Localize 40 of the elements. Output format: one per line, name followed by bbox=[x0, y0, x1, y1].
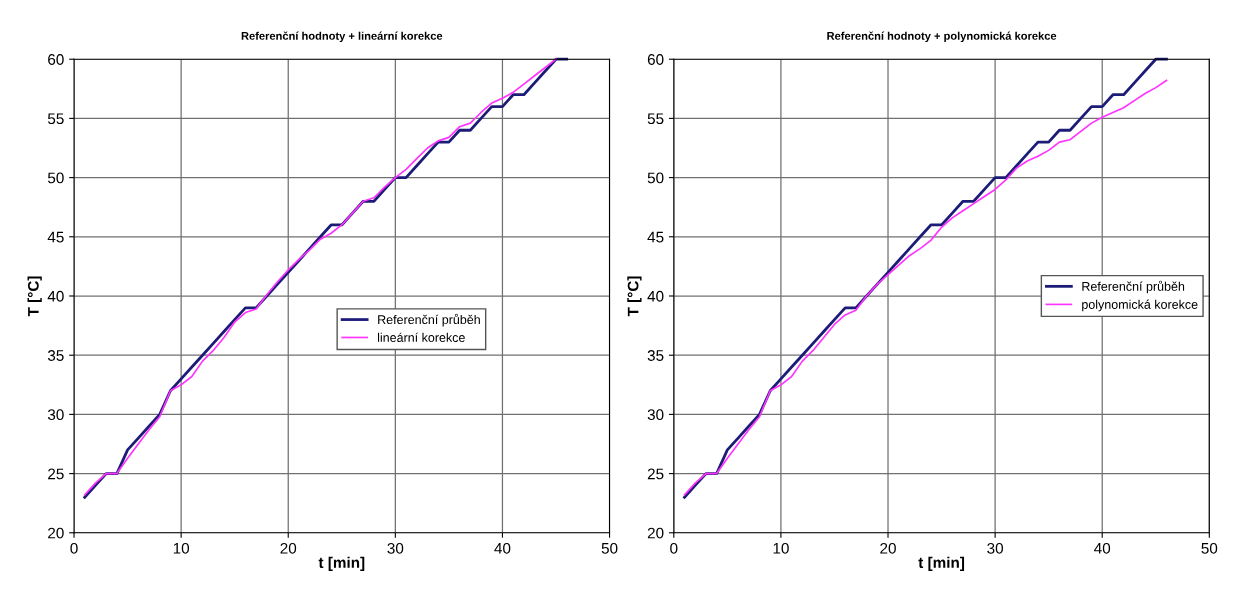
x-tick-label: 40 bbox=[494, 542, 511, 554]
y-tick-label: 25 bbox=[647, 468, 664, 480]
y-tick-label: 30 bbox=[47, 409, 64, 421]
y-tick-label: 60 bbox=[647, 54, 664, 65]
y-tick-label: 35 bbox=[647, 350, 664, 361]
y-tick-label: 60 bbox=[48, 54, 64, 65]
legend-label: Referenční průběh bbox=[1082, 280, 1185, 294]
y-tick-label: 30 bbox=[647, 409, 664, 421]
y-tick-label: 40 bbox=[47, 290, 64, 302]
x-tick-label: 50 bbox=[601, 542, 618, 554]
y-tick-label: 35 bbox=[47, 350, 64, 361]
x-tick-label: 30 bbox=[987, 542, 1004, 554]
y-tick-label: 45 bbox=[47, 231, 64, 243]
x-tick-label: 40 bbox=[1094, 542, 1111, 554]
chart-title: Referenční hodnoty + polynomická korekce bbox=[827, 31, 1057, 43]
legend-label: lineární korekce bbox=[377, 332, 465, 342]
x-tick-label: 10 bbox=[773, 542, 789, 554]
y-tick-label: 20 bbox=[647, 527, 664, 539]
x-axis-title: t [min] bbox=[918, 556, 965, 572]
x-tick-label: 20 bbox=[880, 542, 896, 554]
y-tick-label: 45 bbox=[647, 231, 664, 243]
legend-label: polynomická korekce bbox=[1082, 299, 1198, 312]
y-tick-label: 55 bbox=[47, 113, 64, 125]
x-tick-label: 0 bbox=[670, 542, 678, 554]
y-tick-label: 20 bbox=[48, 527, 64, 539]
legend-label: Referenční průběh bbox=[378, 313, 480, 327]
y-axis-title: T [°C] bbox=[27, 276, 42, 317]
x-tick-label: 10 bbox=[173, 542, 190, 554]
y-tick-label: 50 bbox=[647, 172, 664, 184]
chart-title: Referenční hodnoty + lineární korekce bbox=[241, 31, 443, 43]
y-axis-title: T [°C] bbox=[627, 276, 642, 317]
x-tick-label: 50 bbox=[1201, 542, 1218, 554]
x-axis-title: t [min] bbox=[318, 556, 365, 572]
x-tick-label: 0 bbox=[70, 542, 78, 554]
y-tick-label: 25 bbox=[48, 468, 64, 480]
y-tick-label: 55 bbox=[647, 113, 664, 125]
x-tick-label: 20 bbox=[280, 542, 297, 554]
y-tick-label: 40 bbox=[647, 290, 664, 302]
x-tick-label: 30 bbox=[387, 542, 404, 554]
y-tick-label: 50 bbox=[47, 172, 64, 184]
